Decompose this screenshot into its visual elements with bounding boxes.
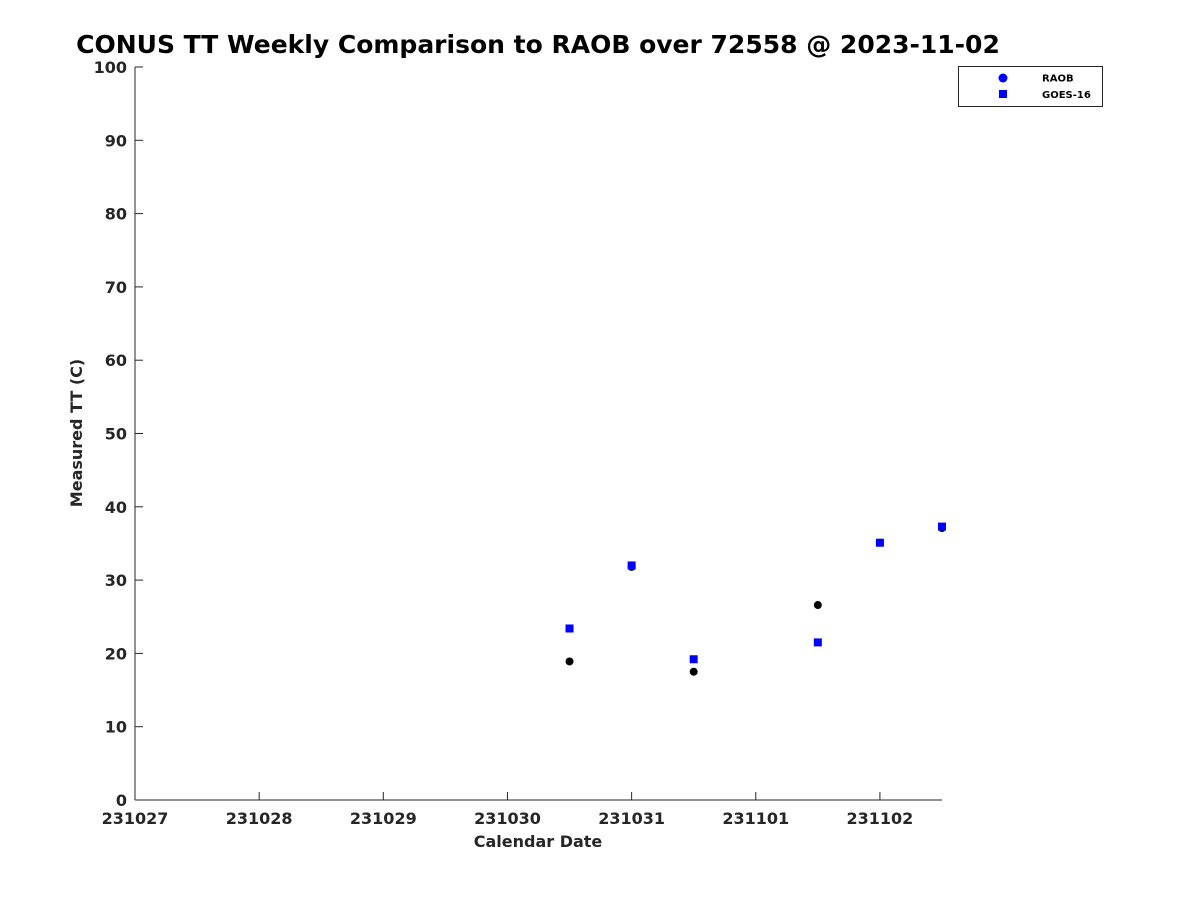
point-goes16 (875, 538, 884, 547)
y-tick-label: 70 (105, 278, 127, 297)
x-tick-label: 231030 (474, 809, 541, 828)
point-goes16 (565, 624, 574, 633)
point-raob (689, 667, 698, 676)
y-tick-label: 20 (105, 644, 127, 663)
x-tick-label: 231101 (722, 809, 789, 828)
y-tick-label: 40 (105, 498, 127, 517)
x-tick-label: 231029 (350, 809, 417, 828)
legend-label-goes16: GOES-16 (1042, 90, 1091, 101)
y-tick-label: 60 (105, 351, 127, 370)
point-goes16 (627, 561, 636, 570)
y-tick-label: 90 (105, 131, 127, 150)
point-goes16 (813, 638, 822, 647)
legend-marker-goes16 (999, 90, 1007, 98)
y-tick-label: 80 (105, 205, 127, 224)
y-tick-label: 0 (116, 791, 127, 810)
legend: RAOB GOES-16 (958, 66, 1103, 107)
x-tick-label: 231027 (102, 809, 169, 828)
legend-marker-raob (998, 73, 1008, 83)
y-axis-label: Measured TT (C) (67, 359, 86, 507)
y-tick-label: 10 (105, 718, 127, 737)
y-axis-ticks: 0 10 20 30 40 50 60 70 80 90 100 (94, 58, 143, 810)
legend-label-raob: RAOB (1042, 74, 1074, 85)
x-tick-label: 231031 (598, 809, 665, 828)
x-axis-ticks: 231027 231028 231029 231030 231031 231101 2311… (102, 792, 914, 828)
x-tick-label: 231102 (847, 809, 914, 828)
x-axis-label: Calendar Date (474, 832, 603, 851)
point-raob (813, 601, 822, 610)
chart-title: CONUS TT Weekly Comparison to RAOB over … (76, 30, 1000, 59)
y-tick-label: 100 (94, 58, 127, 77)
point-goes16 (689, 655, 698, 664)
x-tick-label: 231028 (226, 809, 293, 828)
point-raob (565, 657, 574, 666)
y-tick-label: 50 (105, 425, 127, 444)
data-points (565, 522, 946, 676)
point-goes16 (938, 522, 946, 531)
y-tick-label: 30 (105, 571, 127, 590)
legend-box (958, 66, 1103, 107)
